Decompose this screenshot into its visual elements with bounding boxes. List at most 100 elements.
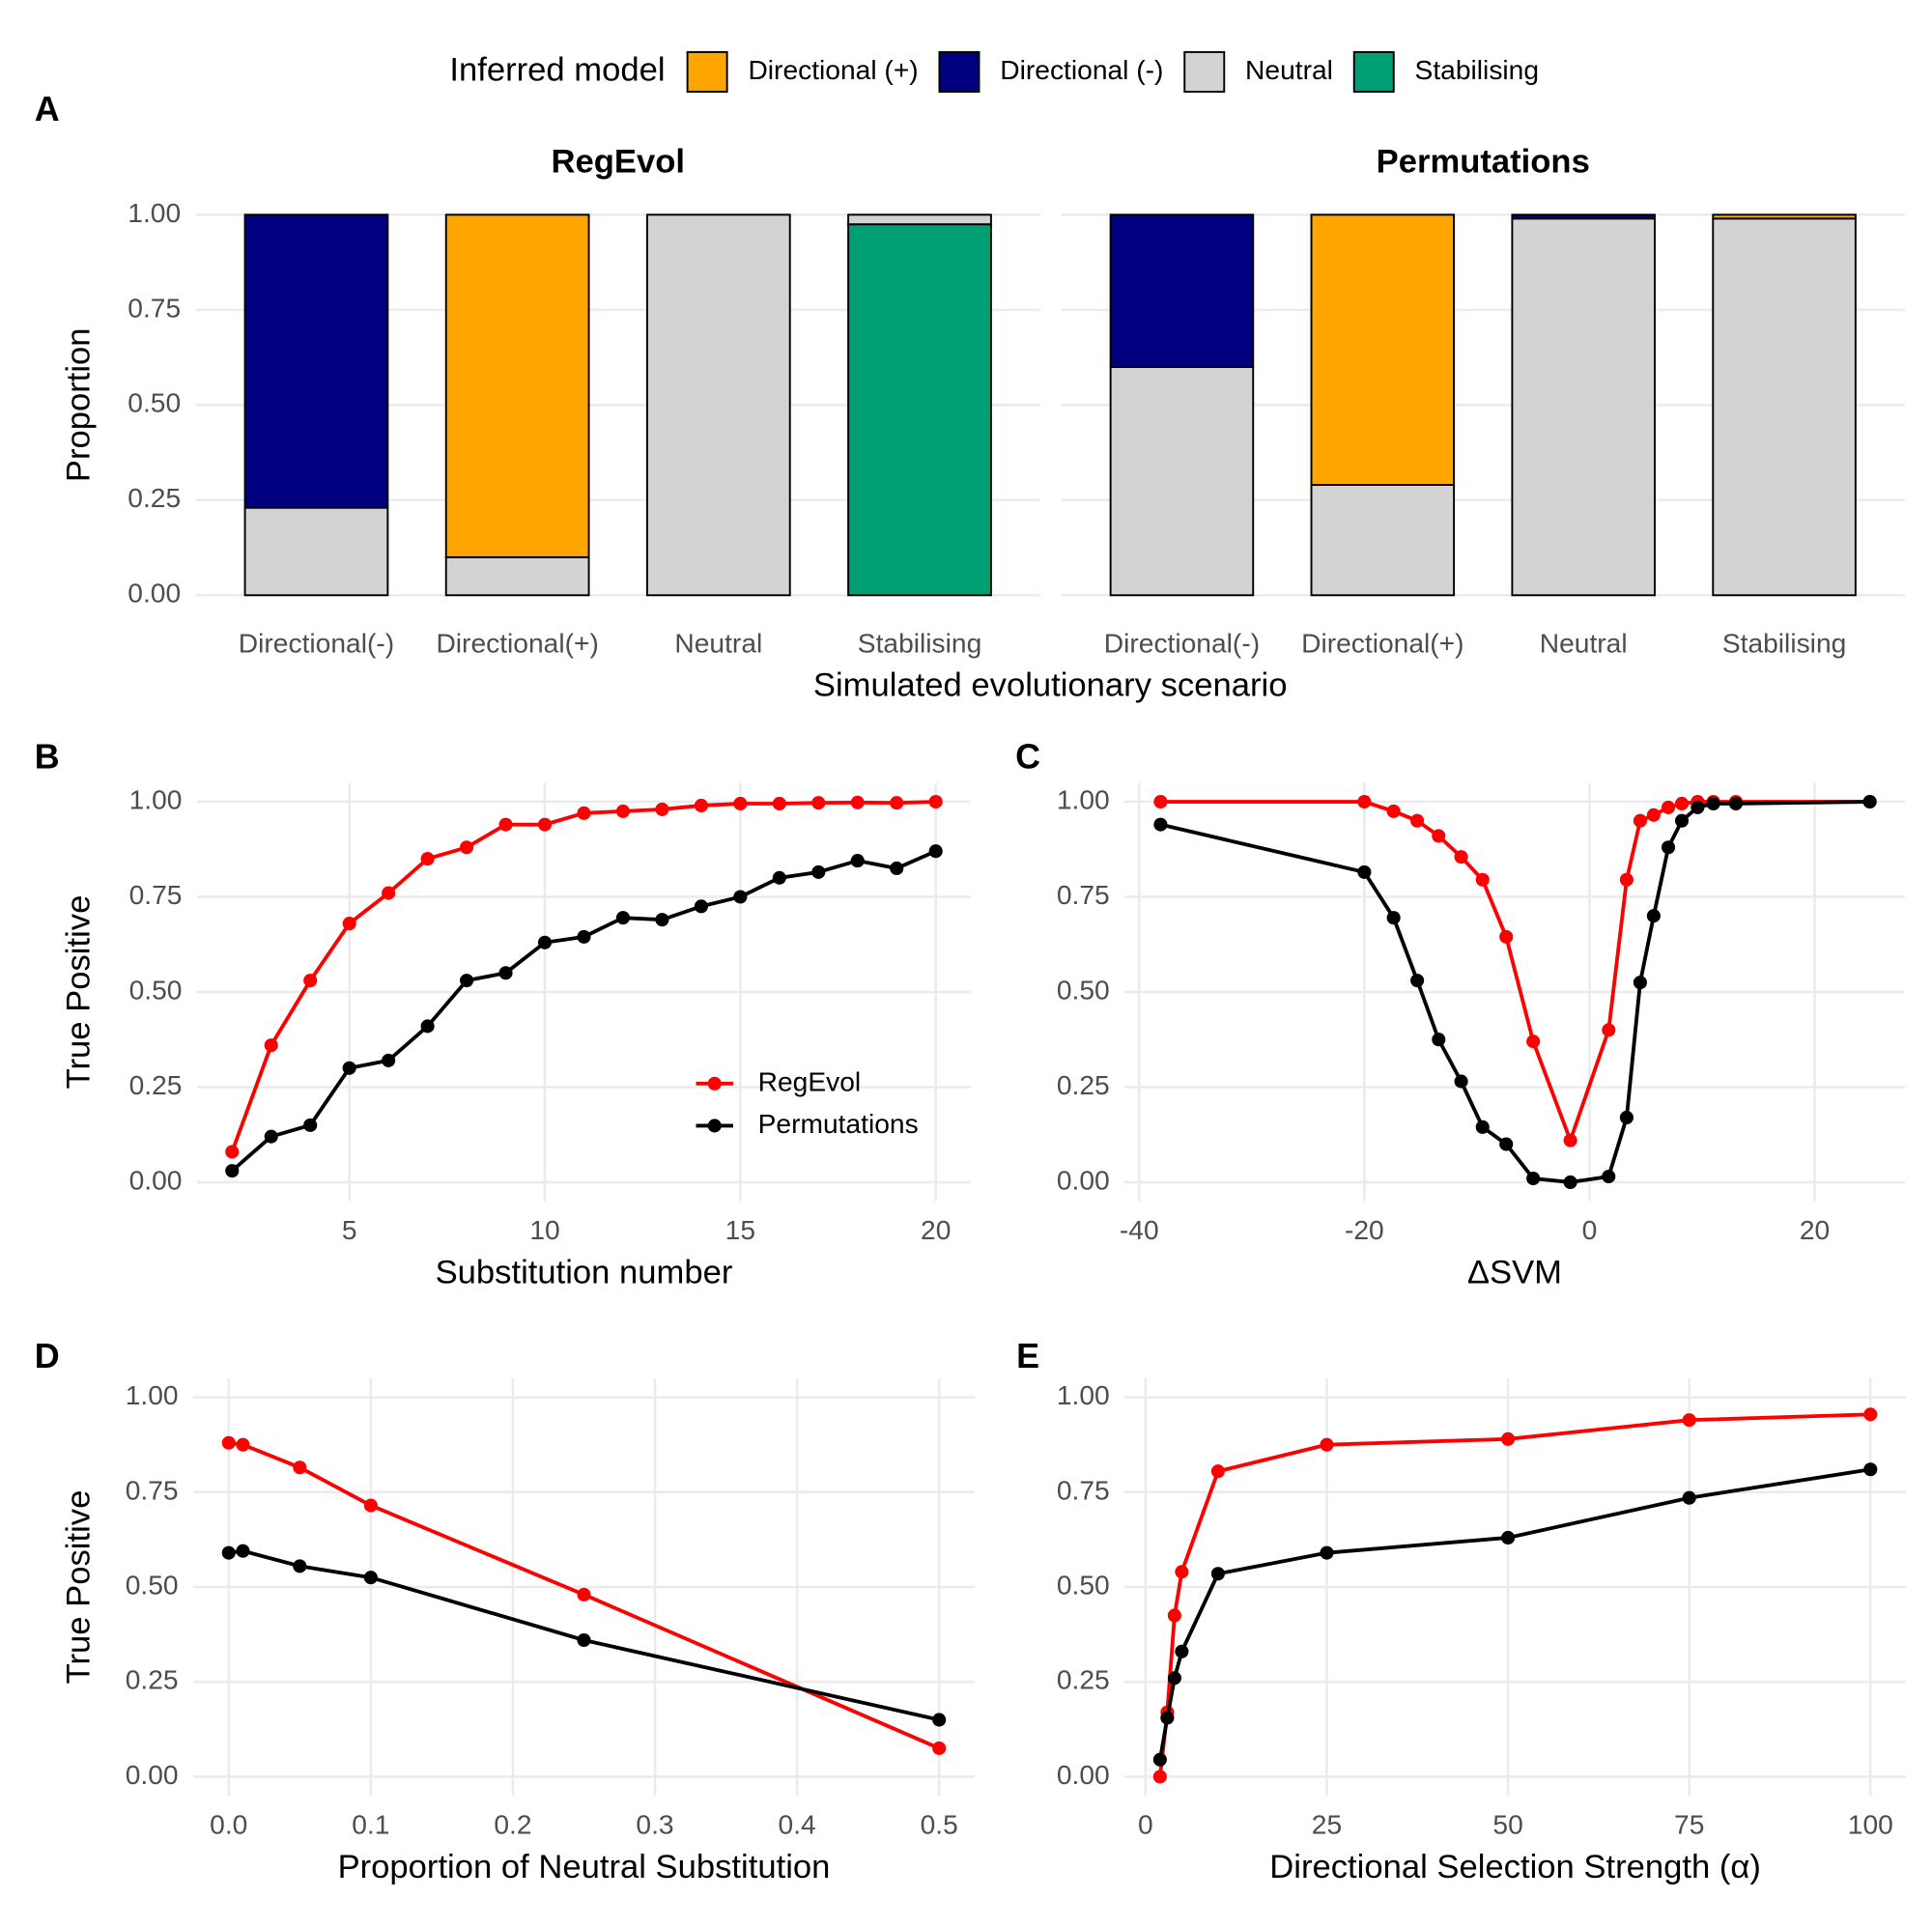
data-point: [1432, 829, 1446, 843]
x-tick-label: 10: [529, 1214, 559, 1245]
x-tick-label: -20: [1345, 1214, 1384, 1245]
legend-key-point: [707, 1119, 722, 1133]
data-point: [1661, 840, 1676, 855]
data-point: [811, 864, 826, 879]
bar-segment: [243, 506, 389, 597]
x-axis-title: ΔSVM: [1467, 1254, 1562, 1290]
data-point: [293, 1559, 307, 1573]
x-tick-label: 100: [1848, 1809, 1893, 1840]
data-point: [890, 861, 904, 876]
data-point: [1563, 1175, 1577, 1190]
data-point: [1153, 817, 1168, 832]
y-tick-label: 0.00: [1057, 1759, 1110, 1790]
panel-label: C: [1015, 737, 1040, 776]
data-point: [1646, 909, 1661, 923]
y-tick-label: 1.00: [1057, 783, 1110, 814]
data-point: [342, 917, 356, 931]
data-point: [342, 1061, 356, 1075]
legend-label: RegEvol: [758, 1065, 862, 1096]
data-point: [1646, 808, 1661, 822]
data-point: [694, 798, 708, 813]
data-point: [577, 806, 591, 820]
x-tick-label: 25: [1312, 1809, 1342, 1840]
data-point: [694, 899, 708, 914]
x-tick-label: 0.0: [210, 1809, 247, 1840]
x-tick-label: 20: [1800, 1214, 1830, 1245]
data-point: [1454, 850, 1468, 864]
data-point: [264, 1129, 278, 1144]
data-point: [537, 817, 553, 832]
y-tick-label: 0.25: [129, 1069, 183, 1100]
data-point: [1674, 813, 1690, 828]
bar-segment: [645, 213, 791, 597]
data-point: [460, 974, 474, 988]
bar-segment: [444, 213, 590, 558]
x-tick-label: 50: [1492, 1809, 1522, 1840]
x-tick-label: 5: [342, 1214, 357, 1245]
data-point: [615, 804, 631, 818]
y-axis-title: True Positive: [60, 1490, 97, 1685]
data-point: [1167, 1608, 1181, 1623]
data-point: [577, 1587, 591, 1601]
data-point: [1633, 813, 1647, 828]
data-point: [1167, 1671, 1181, 1686]
x-tick-label: 0.4: [779, 1809, 816, 1840]
data-point: [1501, 1530, 1516, 1545]
data-point: [1454, 1074, 1468, 1089]
y-tick-label: 0.00: [1057, 1164, 1110, 1195]
data-point: [733, 890, 748, 904]
bar-segment: [1511, 213, 1656, 220]
data-point: [733, 796, 748, 811]
x-tick-label: 15: [725, 1214, 755, 1245]
data-point: [655, 913, 669, 927]
x-tick-label: 0.5: [921, 1809, 958, 1840]
y-axis-title: Proportion: [60, 327, 97, 482]
data-point: [420, 852, 435, 866]
data-point: [1410, 813, 1425, 828]
data-point: [1386, 911, 1401, 925]
legend-key-point: [707, 1076, 722, 1091]
data-point: [382, 1053, 396, 1067]
bar-segment: [1109, 213, 1255, 368]
series-line: [1157, 1467, 1871, 1761]
bar-segment: [847, 213, 992, 226]
x-tick-label: Directional(-): [1104, 627, 1260, 658]
x-tick-label: 0.3: [636, 1809, 673, 1840]
legend-swatch: [686, 50, 728, 93]
x-tick-label: Directional(+): [436, 627, 598, 658]
legend-label: Directional (+): [748, 54, 918, 85]
x-tick-label: Directional(+): [1301, 627, 1463, 658]
y-tick-label: 0.50: [1057, 974, 1110, 1005]
x-tick-label: -40: [1120, 1214, 1159, 1245]
data-point: [1690, 800, 1705, 814]
y-tick-label: 0.75: [1057, 1474, 1110, 1505]
legend-title: Inferred model: [449, 52, 665, 89]
data-point: [221, 1435, 236, 1450]
x-tick-label: 0: [1582, 1214, 1598, 1245]
data-point: [932, 1713, 947, 1727]
y-axis-title: True Positive: [60, 895, 97, 1090]
y-tick-label: 0.50: [126, 1569, 179, 1600]
data-point: [1602, 1169, 1616, 1184]
y-tick-label: 0.75: [129, 879, 183, 910]
bar-segment: [243, 213, 389, 509]
data-point: [363, 1571, 378, 1585]
data-point: [1501, 1431, 1516, 1446]
x-tick-label: 0.2: [494, 1809, 531, 1840]
y-tick-label: 0.00: [128, 578, 181, 609]
x-axis-title: Simulated evolutionary scenario: [813, 667, 1288, 704]
data-point: [460, 840, 474, 855]
data-point: [1563, 1133, 1577, 1148]
bar-segment: [1310, 213, 1456, 486]
legend-swatch: [1183, 50, 1226, 93]
bar-segment: [1109, 365, 1255, 597]
bar-segment: [1511, 217, 1656, 597]
legend-label: Neutral: [1245, 54, 1333, 85]
data-point: [537, 935, 553, 949]
data-point: [1661, 800, 1676, 814]
data-point: [1862, 794, 1877, 809]
data-point: [236, 1437, 250, 1452]
facet-title: RegEvol: [552, 143, 685, 180]
data-point: [1152, 1770, 1167, 1784]
